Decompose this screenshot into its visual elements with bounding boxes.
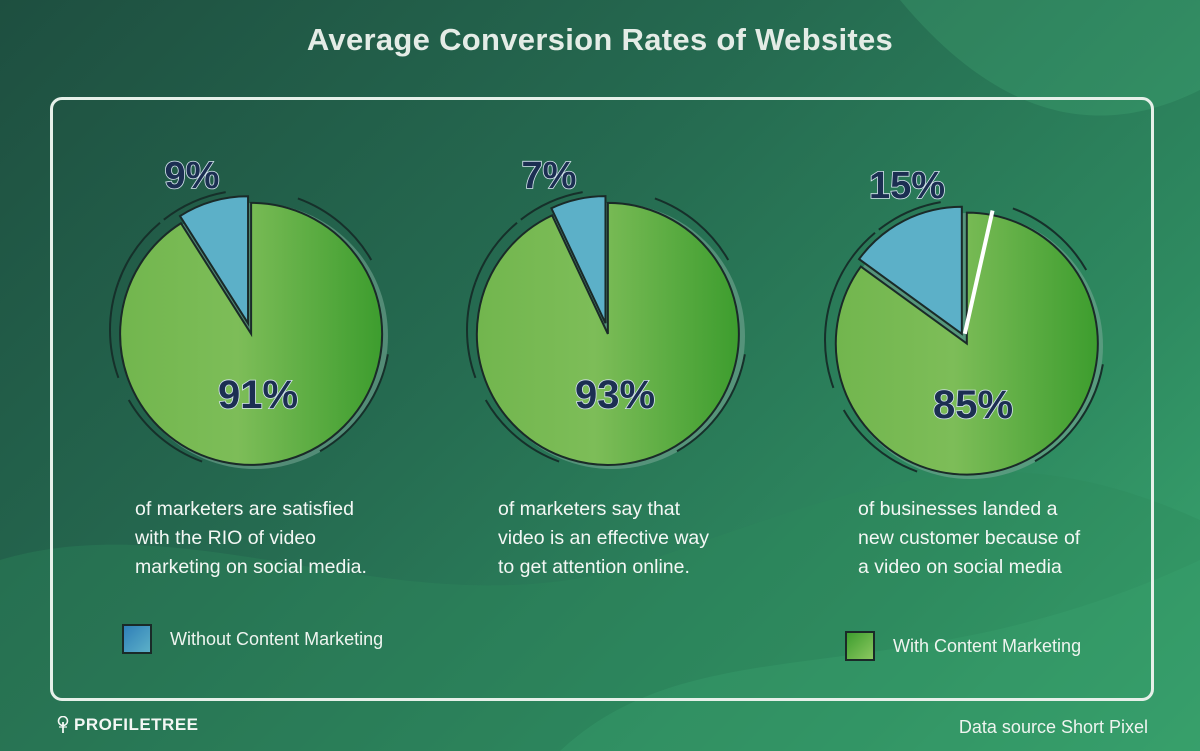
pie-chart-1: 9% 91% bbox=[109, 154, 389, 469]
slice-with-content-marketing bbox=[475, 201, 740, 466]
decor-arc bbox=[484, 399, 560, 463]
decor-arc bbox=[474, 221, 518, 283]
decor-arc bbox=[127, 399, 203, 463]
description-line: to get attention online. bbox=[498, 556, 690, 578]
decor-arc bbox=[163, 191, 226, 221]
description-chart-3: of businesses landed a new customer beca… bbox=[858, 495, 1128, 582]
percent-label-without: 7% bbox=[522, 155, 577, 197]
legend-label-with: With Content Marketing bbox=[893, 635, 1082, 656]
decor-arc bbox=[319, 354, 389, 453]
decor-arc bbox=[466, 281, 477, 379]
legend-swatch-with bbox=[845, 631, 875, 661]
decor-arc bbox=[1012, 207, 1088, 271]
description-chart-1: of marketers are satisfied with the RIO … bbox=[135, 495, 405, 582]
pie-chart-2: 7% 93% bbox=[466, 154, 746, 469]
decor-arc bbox=[654, 197, 730, 261]
data-source: Data source Short Pixel bbox=[958, 717, 1148, 737]
decor-arc bbox=[297, 197, 373, 261]
description-chart-2: of marketers say that video is an effect… bbox=[498, 495, 768, 582]
legend-item-with: With Content Marketing bbox=[845, 631, 1081, 661]
page-title: Average Conversion Rates of Websites bbox=[306, 22, 894, 57]
slice-with-content-marketing bbox=[119, 201, 384, 466]
description-line: with the RIO of video bbox=[135, 527, 317, 549]
description-line: of businesses landed a bbox=[858, 498, 1058, 520]
slice-separator bbox=[962, 210, 995, 335]
percent-label-with: 91% bbox=[218, 373, 298, 417]
decor-arc bbox=[824, 291, 835, 389]
slice-without-content-marketing bbox=[550, 195, 607, 324]
profiletree-logo: PROFILETREE bbox=[56, 715, 199, 735]
decor-arc bbox=[109, 281, 120, 379]
logo-text: PROFILETREE bbox=[74, 715, 199, 734]
percent-label-without: 15% bbox=[869, 165, 945, 207]
slice-with-content-marketing bbox=[834, 211, 1099, 476]
content-frame bbox=[50, 97, 1154, 701]
description-line: of marketers are satisfied bbox=[135, 498, 354, 520]
decor-arc bbox=[1034, 364, 1104, 463]
percent-label-without: 9% bbox=[165, 155, 220, 197]
slice-without-content-marketing bbox=[857, 205, 963, 336]
description-line: a video on social media bbox=[858, 556, 1062, 578]
pie-chart-3: 15% 85% bbox=[824, 164, 1104, 479]
legend-item-without: Without Content Marketing bbox=[122, 624, 383, 654]
description-line: video is an effective way bbox=[498, 527, 710, 549]
description-line: new customer because of bbox=[858, 527, 1081, 549]
decor-arc bbox=[117, 221, 161, 283]
description-line: marketing on social media. bbox=[135, 556, 367, 578]
description-line: of marketers say that bbox=[498, 498, 681, 520]
decor-arc bbox=[832, 231, 876, 293]
tree-icon bbox=[57, 716, 69, 733]
percent-label-with: 85% bbox=[933, 383, 1013, 427]
legend-label-without: Without Content Marketing bbox=[170, 628, 384, 649]
decor-arc bbox=[842, 409, 918, 473]
decor-arc bbox=[878, 201, 941, 231]
decor-arc bbox=[520, 191, 583, 221]
legend-swatch-without bbox=[122, 624, 152, 654]
slice-without-content-marketing bbox=[178, 195, 250, 327]
decor-arc bbox=[676, 354, 746, 453]
percent-label-with: 93% bbox=[575, 373, 655, 417]
